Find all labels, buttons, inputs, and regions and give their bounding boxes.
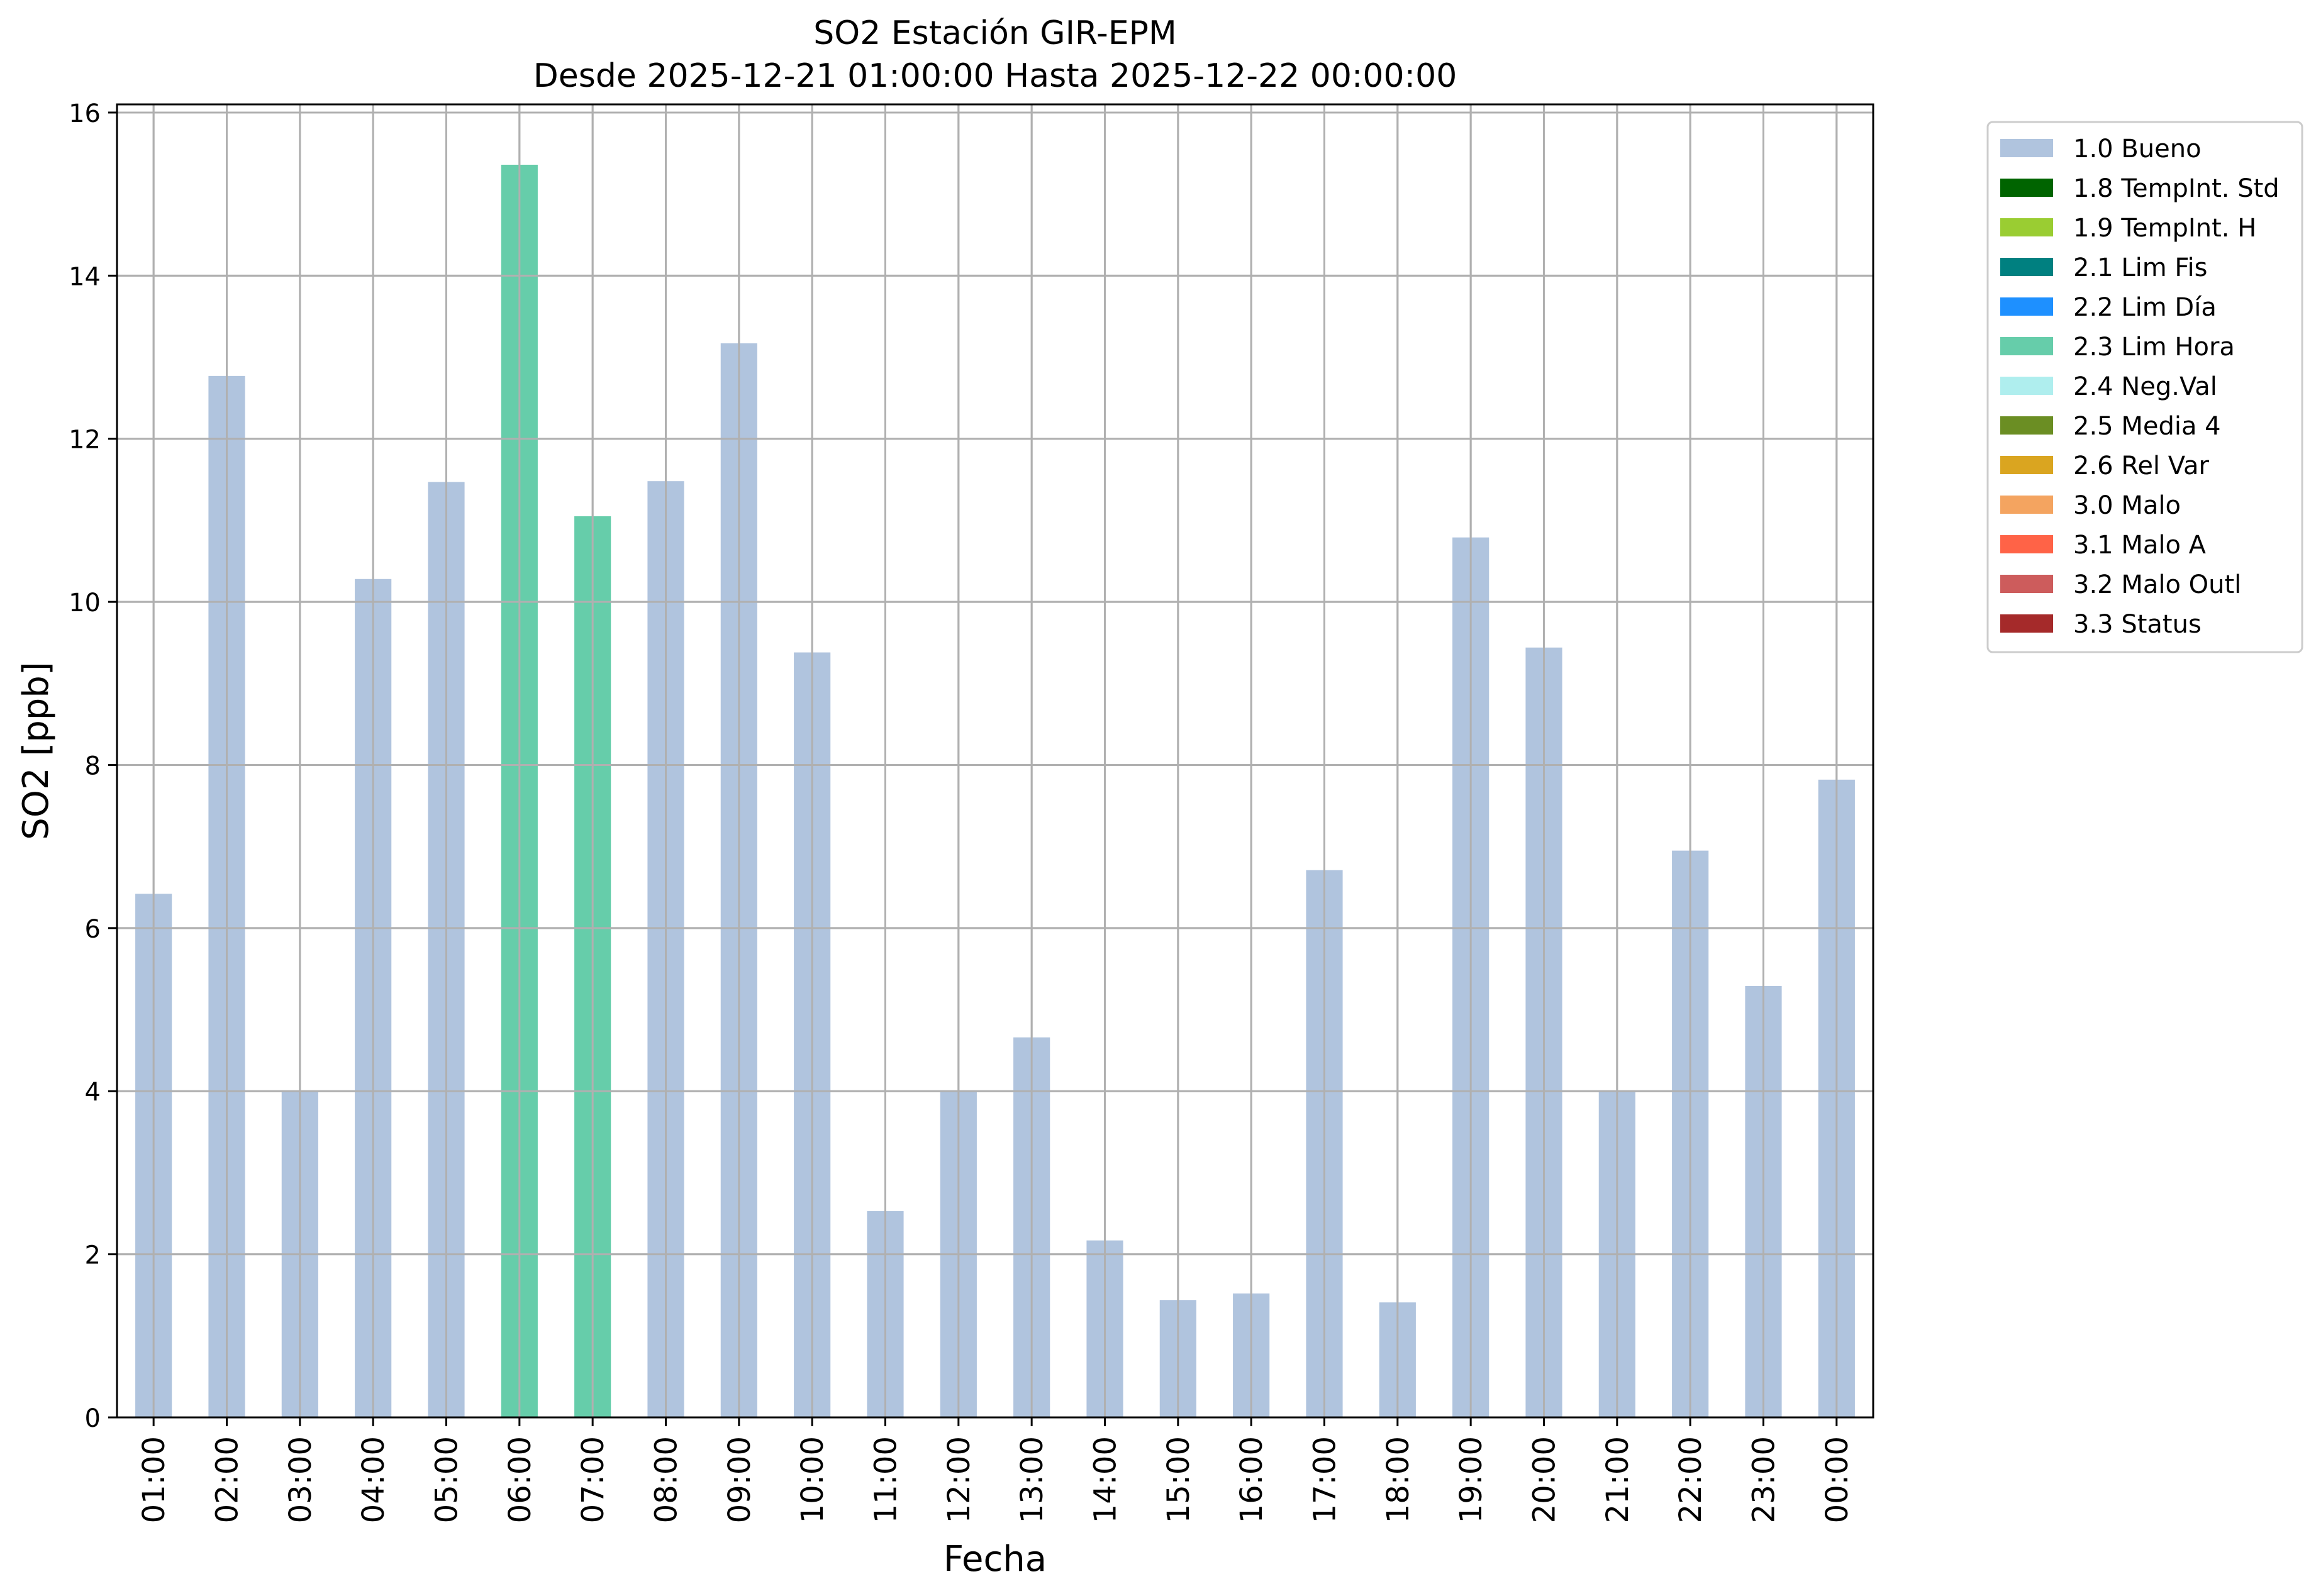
legend-swatch: [2000, 614, 2053, 633]
x-tick-label: 04:00: [356, 1436, 391, 1523]
legend-swatch: [2000, 496, 2053, 514]
x-tick-label: 15:00: [1161, 1436, 1196, 1523]
x-tick-label: 01:00: [136, 1436, 172, 1523]
legend-entry-label: 2.4 Neg.Val: [2073, 372, 2217, 401]
legend-entry-label: 2.6 Rel Var: [2073, 452, 2210, 480]
x-tick-label: 18:00: [1381, 1436, 1416, 1523]
legend-entry-label: 1.9 TempInt. H: [2073, 214, 2256, 243]
y-tick-label: 2: [85, 1241, 101, 1270]
x-tick-label: 17:00: [1308, 1436, 1343, 1523]
x-tick-label: 00:00: [1820, 1436, 1855, 1523]
legend-swatch: [2000, 179, 2053, 197]
x-tick-label: 08:00: [649, 1436, 684, 1523]
legend-swatch: [2000, 456, 2053, 474]
chart-subtitle: Desde 2025-12-21 01:00:00 Hasta 2025-12-…: [533, 57, 1457, 95]
legend-swatch: [2000, 218, 2053, 236]
x-tick-label: 05:00: [430, 1436, 465, 1523]
x-tick-label: 02:00: [210, 1436, 245, 1523]
chart-title: SO2 Estación GIR-EPM: [813, 14, 1177, 52]
y-tick-label: 8: [85, 751, 101, 780]
legend: 1.0 Bueno 1.8 TempInt. Std 1.9 TempInt. H 2…: [1986, 121, 2303, 653]
legend-swatch: [2000, 535, 2053, 553]
legend-entry-label: 2.3 Lim Hora: [2073, 333, 2235, 362]
legend-entry-label: 3.0 Malo: [2073, 491, 2181, 520]
legend-entry-label: 3.3 Status: [2073, 610, 2202, 639]
x-tick-label: 19:00: [1454, 1436, 1489, 1523]
y-tick-label: 12: [69, 426, 101, 455]
x-tick-label: 23:00: [1747, 1436, 1782, 1523]
legend-swatch: [2000, 416, 2053, 435]
legend-swatch: [2000, 337, 2053, 355]
y-tick-label: 14: [69, 262, 101, 291]
x-tick-label: 21:00: [1600, 1436, 1635, 1523]
x-tick-label: 20:00: [1527, 1436, 1562, 1523]
y-tick-label: 6: [85, 915, 101, 944]
legend-entry-label: 3.2 Malo Outl: [2073, 570, 2241, 599]
plot-frame: [116, 103, 1874, 1419]
y-tick-label: 0: [85, 1404, 101, 1433]
x-tick-label: 10:00: [795, 1436, 830, 1523]
legend-box: [1986, 121, 2303, 653]
legend-swatch: [2000, 258, 2053, 276]
legend-entry-label: 2.5 Media 4: [2073, 412, 2221, 441]
x-tick-label: 12:00: [942, 1436, 977, 1523]
legend-entry-label: 2.2 Lim Día: [2073, 293, 2217, 322]
legend-entry-label: 1.8 TempInt. Std: [2073, 174, 2280, 203]
axis-layer: 0 2 4 6 8 10 12 14 16 01:00 02:00 03:00 04:00 05:00 06…: [69, 99, 1874, 1523]
x-tick-label: 06:00: [503, 1436, 538, 1523]
legend-entry-label: 2.1 Lim Fis: [2073, 253, 2207, 282]
y-axis-label: SO2 [ppb]: [16, 662, 57, 840]
legend-entry-label: 3.1 Malo A: [2073, 531, 2207, 560]
x-tick-label: 07:00: [576, 1436, 611, 1523]
x-tick-label: 03:00: [283, 1436, 318, 1523]
x-tick-label: 13:00: [1015, 1436, 1050, 1523]
x-tick-label: 16:00: [1234, 1436, 1269, 1523]
y-tick-label: 16: [69, 99, 101, 128]
legend-swatch: [2000, 575, 2053, 593]
y-tick-label: 10: [69, 589, 101, 618]
x-tick-label: 22:00: [1673, 1436, 1708, 1523]
legend-entry-label: 1.0 Bueno: [2073, 135, 2202, 163]
y-tick-label: 4: [85, 1078, 101, 1107]
bar-layer: [117, 104, 1873, 1419]
x-tick-label: 09:00: [722, 1436, 757, 1523]
x-axis-label: Fecha: [944, 1539, 1047, 1580]
legend-swatch: [2000, 297, 2053, 316]
x-tick-label: 11:00: [869, 1436, 904, 1523]
legend-swatch: [2000, 377, 2053, 395]
x-tick-label: 14:00: [1088, 1436, 1123, 1523]
legend-swatch: [2000, 139, 2053, 157]
